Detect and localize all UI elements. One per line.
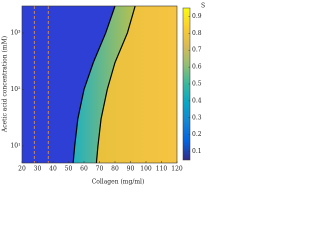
- x-tick-label: 20: [18, 166, 26, 173]
- y-tick-label: 10¹: [10, 142, 20, 149]
- colorbar-label: S: [201, 3, 205, 10]
- x-tick-label: 60: [80, 166, 88, 173]
- colorbar-tick-label: 0.5: [192, 81, 202, 88]
- x-tick-label: 50: [65, 166, 73, 173]
- x-tick-label: 30: [34, 166, 42, 173]
- colorbar-tick-label: 0.2: [192, 131, 202, 138]
- colorbar-tick-label: 0.3: [192, 114, 202, 121]
- x-axis-label: Collagen (mg/ml): [92, 179, 145, 186]
- colorbar-tick-label: 0.8: [192, 30, 202, 37]
- chart: Collagen (mg/ml) Acetic acid concentrati…: [2, 3, 206, 186]
- region: [96, 6, 177, 163]
- x-tick-label: 120: [171, 166, 183, 173]
- x-tick-label: 40: [49, 166, 57, 173]
- x-tick-label: 90: [127, 166, 135, 173]
- y-tick-label: 10³: [10, 29, 21, 36]
- x-tick-label: 80: [111, 166, 119, 173]
- contour-line: [72, 5, 116, 164]
- y-tick-label: 10²: [10, 86, 21, 93]
- colorbar-tick-label: 0.9: [192, 13, 202, 20]
- contour-line: [95, 5, 136, 164]
- x-tick-label: 100: [140, 166, 152, 173]
- y-axis-label: Acetic acid concentration (mM): [2, 36, 9, 133]
- x-tick-label: 70: [96, 166, 104, 173]
- x-tick-label: 110: [156, 166, 168, 173]
- region: [22, 6, 115, 163]
- colorbar-tick-label: 0.6: [192, 64, 202, 71]
- colorbar-tick-label: 0.7: [192, 47, 202, 54]
- region: [73, 6, 136, 163]
- colorbar-tick-label: 0.1: [192, 148, 202, 155]
- colorbar-tick-label: 0.4: [192, 97, 202, 104]
